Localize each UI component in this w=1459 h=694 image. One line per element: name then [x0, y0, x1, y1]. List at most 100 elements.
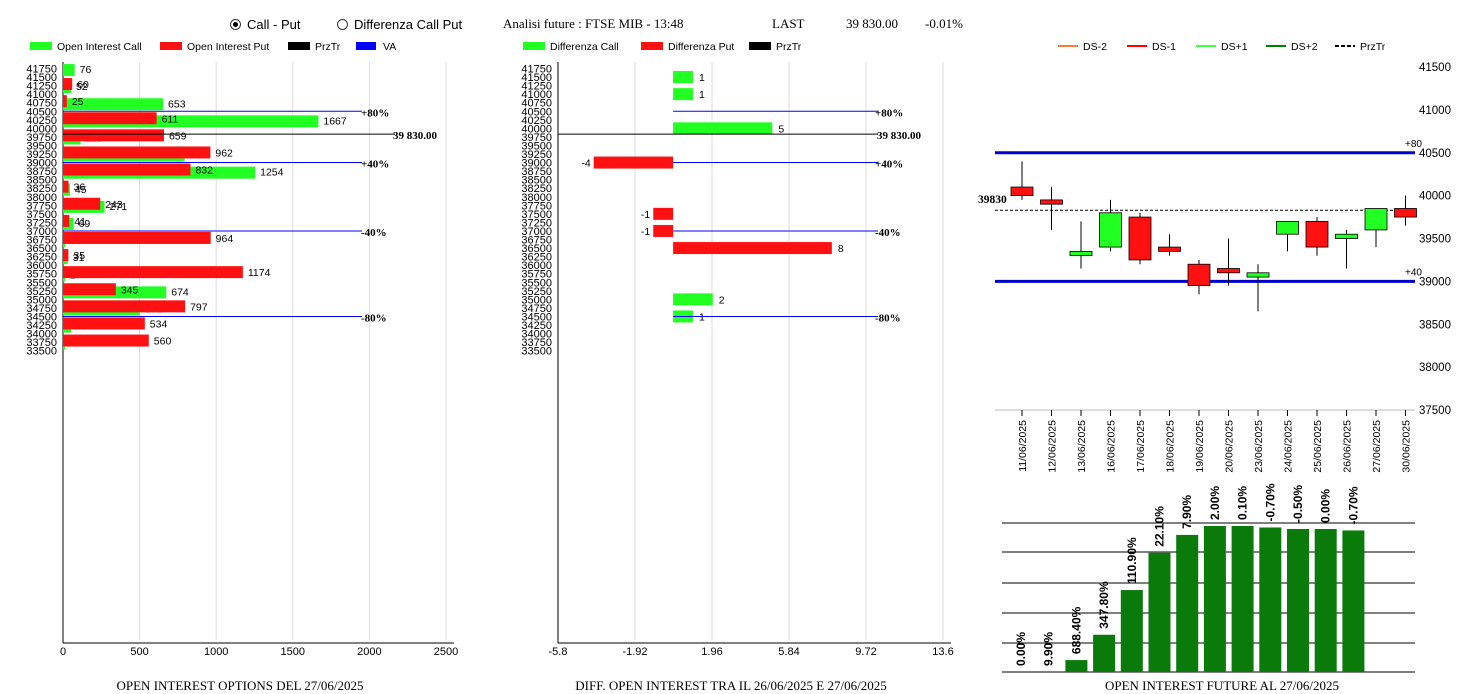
va-label: +80%: [875, 107, 903, 119]
y-tick-label: 39000: [521, 158, 552, 170]
y-tick-label: 40000: [521, 123, 552, 135]
x-tick-label: -1.92: [622, 646, 647, 658]
y-tick-label: 33750: [521, 337, 552, 349]
diff-call-bar: [673, 71, 693, 84]
y-tick-label: 39500: [521, 140, 552, 152]
date-label: 16/06/2025: [1106, 420, 1118, 473]
y-tick-label: 40500: [521, 106, 552, 118]
candle-body: [1305, 220, 1329, 248]
candle-body: [1335, 233, 1358, 239]
candle-body: [1040, 199, 1063, 205]
call-value-label: 76: [80, 64, 92, 76]
diff-call-bar: [673, 293, 713, 306]
future-pct-label: -0.70%: [1263, 483, 1277, 521]
put-value-label: 659: [169, 130, 187, 142]
date-label: 17/06/2025: [1135, 420, 1147, 473]
put-value-label: 36: [74, 182, 86, 194]
y-tick-label: 40000: [26, 123, 57, 135]
last-change: -0.01%: [925, 16, 963, 31]
date-label: 20/06/2025: [1224, 420, 1236, 473]
legend-label: PrzTr: [776, 41, 802, 53]
y-tick-label: 38500: [1419, 319, 1451, 331]
put-value-label: 41: [74, 216, 86, 228]
y-tick-label: 37750: [26, 200, 57, 212]
y-tick-label: 34750: [26, 303, 57, 315]
legend-swatch: [30, 42, 52, 50]
put-value-label: 797: [190, 301, 208, 313]
va-label: -80%: [361, 312, 387, 324]
put-value-label: 345: [121, 284, 139, 296]
y-tick-label: 34000: [521, 329, 552, 341]
date-label: 24/06/2025: [1283, 420, 1295, 473]
legend-swatch: [356, 42, 376, 50]
put-bar: [63, 129, 164, 142]
va-label: -40%: [875, 227, 901, 239]
future-pct-label: 7.90%: [1180, 495, 1194, 529]
y-tick-label: 39000: [1419, 276, 1451, 288]
y-tick-label: 37000: [26, 226, 57, 238]
future-pct-label: 0.00%: [1014, 632, 1028, 666]
y-tick-label: 37750: [521, 200, 552, 212]
y-tick-label: 36000: [26, 260, 57, 272]
legend-label: Open Interest Call: [57, 41, 142, 53]
future-bar: [1203, 525, 1226, 672]
y-tick-label: 35500: [521, 277, 552, 289]
y-tick-label: 41250: [521, 81, 552, 93]
call-value-label: 45: [75, 184, 87, 196]
radio-call-put[interactable]: Call - Put: [230, 17, 300, 32]
date-label: 11/06/2025: [1017, 420, 1029, 472]
y-tick-label: 40250: [26, 115, 57, 127]
radio-call-put-label: Call - Put: [247, 17, 301, 32]
y-tick-label: 41500: [26, 72, 57, 84]
put-value-label: 534: [150, 318, 168, 330]
x-tick-label: 0: [60, 646, 66, 658]
y-tick-label: 37250: [26, 217, 57, 229]
legend-swatch: [749, 42, 771, 50]
put-bar: [63, 300, 186, 313]
date-label: 23/06/2025: [1253, 420, 1265, 473]
diff-put-bar: [593, 156, 674, 169]
x-tick-label: 2000: [357, 646, 381, 658]
radio-differenza[interactable]: Differenza Call Put: [337, 17, 462, 32]
y-tick-label: 34250: [521, 320, 552, 332]
y-tick-label: 41000: [1419, 105, 1451, 117]
x-tick-label: 5.84: [778, 646, 799, 658]
y-tick-label: 40500: [26, 106, 57, 118]
put-bar: [63, 180, 69, 193]
y-tick-label: 40500: [1419, 148, 1451, 160]
analysis-title: Analisi future : FTSE MIB - 13:48: [503, 16, 684, 31]
y-tick-label: 35500: [26, 277, 57, 289]
put-bar: [63, 283, 116, 296]
put-bar: [63, 112, 157, 125]
y-tick-label: 38250: [521, 183, 552, 195]
y-tick-label: 41000: [26, 89, 57, 101]
y-tick-label: 33500: [26, 346, 57, 358]
y-tick-label: 34500: [26, 311, 57, 323]
va-label: +80%: [361, 107, 389, 119]
candle-body: [1187, 263, 1211, 287]
legend-label: DS-2: [1083, 41, 1107, 53]
diff-value-label: 2: [719, 294, 725, 306]
y-tick-label: 40750: [26, 98, 57, 110]
legend-swatch: [523, 42, 545, 50]
y-tick-label: 41250: [26, 81, 57, 93]
y-tick-label: 35750: [521, 269, 552, 281]
diff-value-label: 1: [699, 72, 705, 84]
legend-label: PrzTr: [1360, 41, 1386, 53]
legend-label: PrzTr: [315, 41, 341, 53]
x-tick-label: 1000: [204, 646, 228, 658]
future-bar: [1314, 528, 1337, 672]
y-tick-label: 34000: [26, 329, 57, 341]
future-pct-label: 2.00%: [1208, 486, 1222, 520]
put-bar: [63, 334, 149, 347]
y-tick-label: 41750: [26, 64, 57, 76]
x-tick-label: -5.8: [549, 646, 568, 658]
y-tick-label: 34250: [26, 320, 57, 332]
y-tick-label: 38750: [521, 166, 552, 178]
top-bar: Call - Put Differenza Call Put Analisi f…: [0, 0, 1459, 34]
legend-label: DS-1: [1152, 41, 1176, 53]
y-tick-label: 40750: [521, 98, 552, 110]
put-bar: [63, 163, 191, 176]
y-tick-label: 33750: [26, 337, 57, 349]
y-tick-label: 36250: [26, 252, 57, 264]
